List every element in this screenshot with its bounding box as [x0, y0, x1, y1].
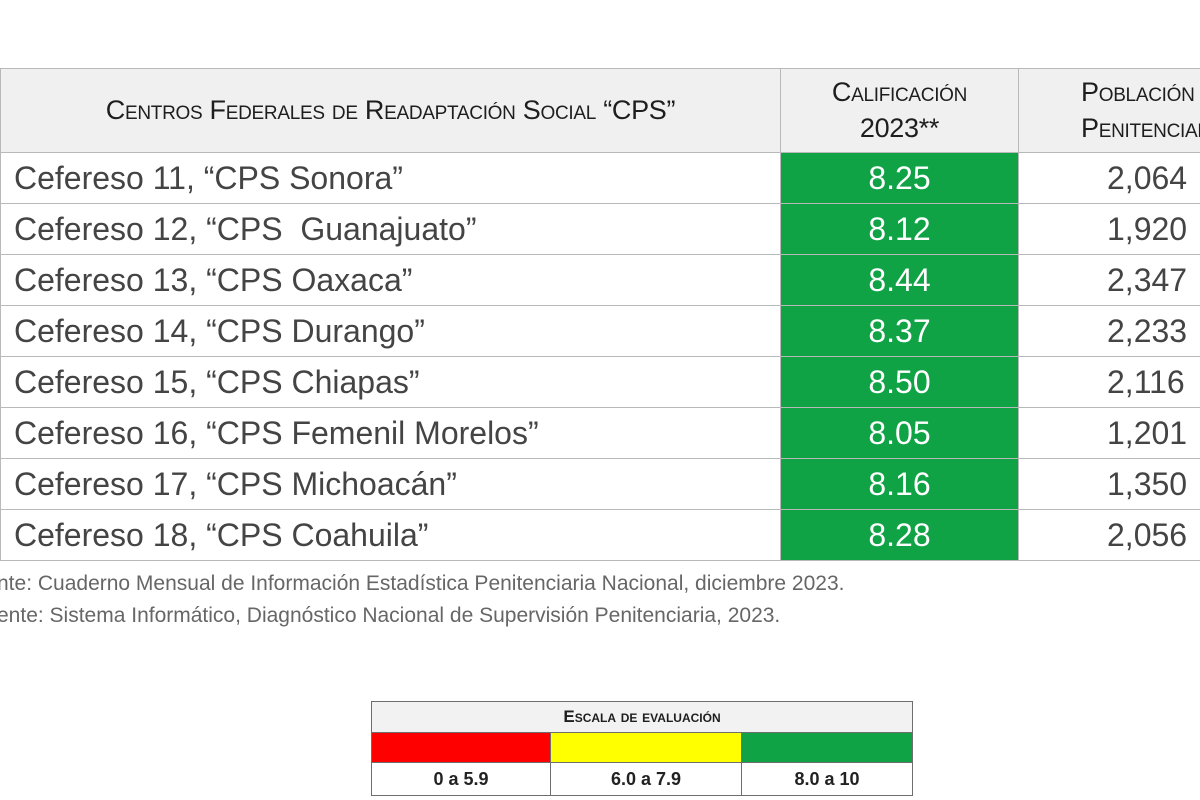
- population-cell: 2,347: [1018, 254, 1200, 306]
- table-row: Cefereso 11, “CPS Sonora” 8.25 2,064: [0, 152, 1200, 204]
- score-cell: 8.05: [780, 407, 1019, 459]
- center-name-cell: Cefereso 18, “CPS Coahuila”: [0, 509, 781, 561]
- table-row: Cefereso 17, “CPS Michoacán” 8.16 1,350: [0, 458, 1200, 510]
- center-name-cell: Cefereso 15, “CPS Chiapas”: [0, 356, 781, 408]
- score-cell: 8.25: [780, 152, 1019, 204]
- centers-table-container: Centros Federales de Readaptación Social…: [0, 68, 1200, 561]
- center-name-cell: Cefereso 16, “CPS Femenil Morelos”: [0, 407, 781, 459]
- table-header-row: Centros Federales de Readaptación Social…: [0, 68, 1200, 153]
- table-row: Cefereso 16, “CPS Femenil Morelos” 8.05 1,…: [0, 407, 1200, 459]
- table-row: Cefereso 18, “CPS Coahuila” 8.28 2,056: [0, 509, 1200, 561]
- source-note: ente: Sistema Informático, Diagnóstico N…: [0, 604, 781, 627]
- center-name-cell: Cefereso 14, “CPS Durango”: [0, 305, 781, 357]
- centers-table: Centros Federales de Readaptación Social…: [0, 68, 1200, 561]
- score-cell: 8.12: [780, 203, 1019, 255]
- header-score-line2: 2023**: [859, 112, 940, 143]
- legend-swatch-red: [372, 733, 551, 763]
- center-name-cell: Cefereso 12, “CPS Guanajuato”: [0, 203, 781, 255]
- population-cell: 1,350: [1018, 458, 1200, 510]
- header-score: Calificación 2023**: [780, 68, 1019, 153]
- center-name-cell: Cefereso 11, “CPS Sonora”: [0, 152, 781, 204]
- header-score-line1: Calificación: [831, 77, 968, 108]
- score-cell: 8.50: [780, 356, 1019, 408]
- score-cell: 8.16: [780, 458, 1019, 510]
- population-cell: 2,056: [1018, 509, 1200, 561]
- legend-title: Escala de evaluación: [372, 702, 912, 733]
- legend-label: 0 a 5.9: [372, 763, 551, 795]
- legend-label: 8.0 a 10: [794, 769, 860, 789]
- table-row: Cefereso 12, “CPS Guanajuato” 8.12 1,920: [0, 203, 1200, 255]
- header-population: Población Penitenciaria: [1018, 68, 1200, 153]
- header-pop-line1: Población: [1081, 77, 1195, 108]
- legend-swatch-row: [372, 733, 912, 763]
- table-row: Cefereso 14, “CPS Durango” 8.37 2,233: [0, 305, 1200, 357]
- legend-label: 6.0 a 7.9: [551, 763, 742, 795]
- table-row: Cefereso 15, “CPS Chiapas” 8.50 2,116: [0, 356, 1200, 408]
- population-cell: 2,116: [1018, 356, 1200, 408]
- header-centers: Centros Federales de Readaptación Social…: [0, 68, 781, 153]
- legend-swatch-green: [742, 733, 912, 763]
- table-row: Cefereso 13, “CPS Oaxaca” 8.44 2,347: [0, 254, 1200, 306]
- legend-swatch-yellow: [551, 733, 742, 763]
- source-notes: nte: Cuaderno Mensual de Información Est…: [0, 568, 844, 632]
- population-cell: 1,920: [1018, 203, 1200, 255]
- table-body: Cefereso 11, “CPS Sonora” 8.25 2,064 Cefere…: [0, 152, 1200, 561]
- population-cell: 2,064: [1018, 152, 1200, 204]
- source-note: nte: Cuaderno Mensual de Información Est…: [0, 572, 845, 595]
- population-cell: 1,201: [1018, 407, 1200, 459]
- header-pop-line2: Penitenciaria: [1081, 112, 1200, 143]
- legend-label-row: 0 a 5.9 6.0 a 7.9 8.0 a 10: [372, 763, 912, 795]
- score-cell: 8.44: [780, 254, 1019, 306]
- evaluation-scale-legend: Escala de evaluación 0 a 5.9 6.0 a 7.9 8…: [371, 701, 913, 796]
- center-name-cell: Cefereso 17, “CPS Michoacán”: [0, 458, 781, 510]
- center-name-cell: Cefereso 13, “CPS Oaxaca”: [0, 254, 781, 306]
- score-cell: 8.37: [780, 305, 1019, 357]
- population-cell: 2,233: [1018, 305, 1200, 357]
- score-cell: 8.28: [780, 509, 1019, 561]
